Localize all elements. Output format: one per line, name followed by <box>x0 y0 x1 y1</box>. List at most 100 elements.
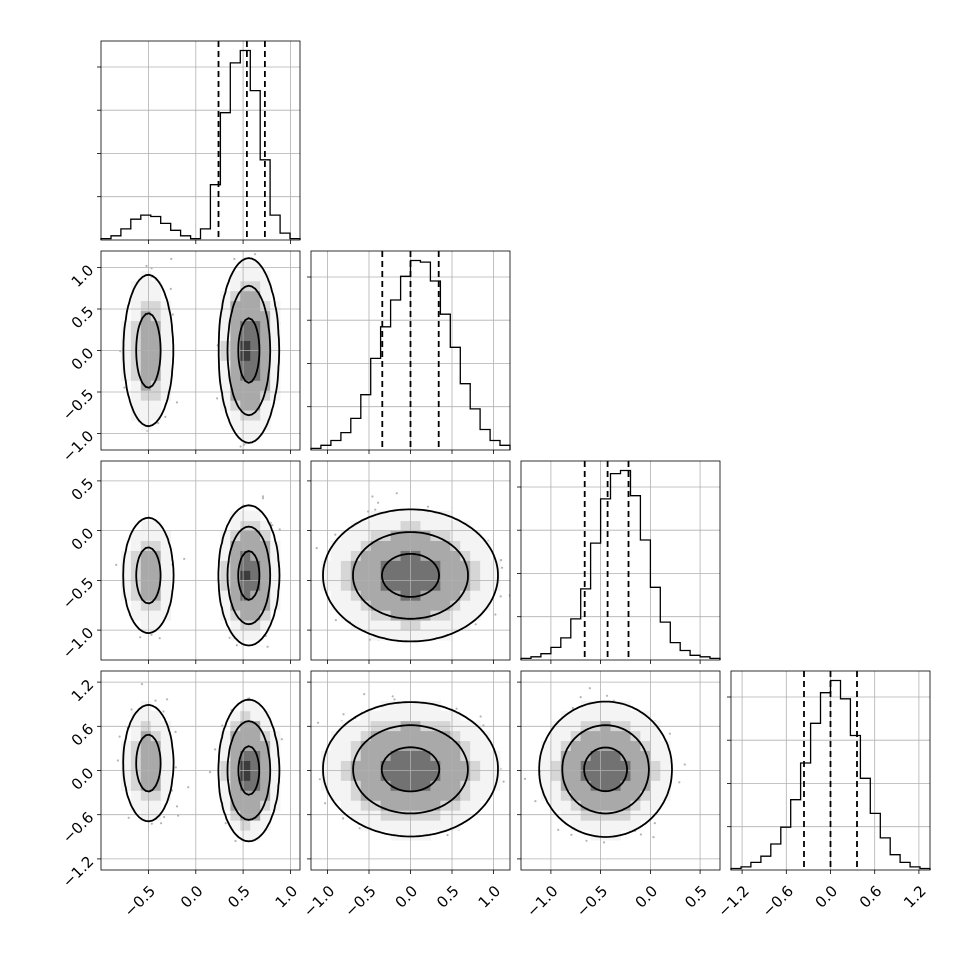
contour-level-3 <box>122 698 281 843</box>
density-cell <box>240 380 251 391</box>
density-cell <box>230 790 241 801</box>
x-tick-label: 0.0 <box>392 882 422 912</box>
density-cell <box>370 780 382 791</box>
density-cell <box>410 620 421 631</box>
density-cell <box>550 800 562 811</box>
y-tick-label: −0.6 <box>59 808 97 846</box>
density-cell <box>430 740 441 751</box>
density-cell <box>120 550 132 561</box>
density-cell <box>250 300 261 312</box>
density-cell <box>550 740 562 751</box>
density-cell <box>440 570 451 581</box>
density-cell <box>450 780 461 791</box>
density-cells-3-2 <box>540 700 671 841</box>
density-cell <box>410 630 421 641</box>
density-cell <box>220 350 231 361</box>
density-cell <box>410 810 421 821</box>
density-cell <box>270 740 281 751</box>
density-cell <box>380 700 391 712</box>
density-cell <box>390 600 401 611</box>
scatter-point <box>130 708 133 711</box>
density-cell <box>380 710 391 722</box>
frames-layer <box>97 40 931 874</box>
density-cell <box>380 540 391 551</box>
density-cell <box>360 730 372 742</box>
density-cell <box>220 740 231 751</box>
density-cell <box>260 570 271 581</box>
density-cell <box>360 580 372 591</box>
density-cell <box>450 710 461 722</box>
density-cell <box>250 610 261 621</box>
density-cell <box>140 790 152 801</box>
density-cell <box>430 780 441 791</box>
contour-level-2 <box>352 724 469 815</box>
density-cell <box>580 750 592 761</box>
density-cell <box>230 310 241 322</box>
density-cell <box>350 730 362 742</box>
density-cell <box>430 700 441 712</box>
density-cell <box>410 830 421 841</box>
density-cell <box>430 810 441 821</box>
density-cell <box>230 330 241 341</box>
density-cell <box>370 550 382 561</box>
density-cell <box>350 620 362 631</box>
density-cell <box>400 700 411 712</box>
density-cell <box>400 540 411 551</box>
density-cell <box>270 780 281 791</box>
density-cell <box>400 520 411 532</box>
scatter-point <box>602 841 606 844</box>
density-cell <box>130 590 142 601</box>
density-cell <box>440 820 451 831</box>
scatter-point <box>371 495 374 498</box>
density-cell <box>230 570 241 581</box>
density-cell <box>490 560 501 571</box>
density-cell <box>460 730 471 742</box>
density-cell <box>240 730 251 742</box>
density-cell <box>620 740 631 751</box>
density-cell <box>350 570 362 581</box>
density-cell <box>130 400 142 411</box>
x-tick-label: 1.0 <box>272 882 302 912</box>
density-cell <box>370 610 382 621</box>
density-cell <box>230 560 241 571</box>
density-cell <box>440 790 451 801</box>
scatter-point <box>154 699 157 702</box>
density-cell <box>590 790 601 801</box>
scatter-point <box>118 735 121 738</box>
density-cell <box>260 620 271 631</box>
density-cell <box>120 350 132 361</box>
density-cell <box>250 310 261 322</box>
scatter-point <box>228 636 231 639</box>
density-cell <box>390 770 401 781</box>
scatter-point <box>585 839 588 842</box>
density-cell <box>540 750 552 761</box>
density-cell <box>260 800 271 811</box>
density-cell <box>640 730 651 742</box>
scatter-point <box>395 492 398 495</box>
contour-level-3 <box>122 504 281 647</box>
density-cell <box>380 800 391 811</box>
density-cell <box>240 330 251 341</box>
density-cell <box>230 270 241 282</box>
density-cell <box>260 750 271 761</box>
density-cell <box>570 790 582 801</box>
density-cell <box>440 580 451 591</box>
density-cell <box>340 770 352 781</box>
density-cell <box>600 830 611 841</box>
density-cell <box>270 560 281 571</box>
density-cell <box>260 790 271 801</box>
density-cell <box>270 350 281 361</box>
density-cell <box>370 710 382 722</box>
density-cell <box>570 750 582 761</box>
density-cell <box>470 750 481 761</box>
density-cell <box>420 820 431 831</box>
density-cell <box>150 280 162 292</box>
density-cell <box>380 600 391 611</box>
density-cell <box>340 550 352 561</box>
density-cell <box>380 590 391 601</box>
density-cell <box>140 380 152 391</box>
density-cell <box>230 280 241 292</box>
density-cell <box>450 730 461 742</box>
x-tick-label: 0.5 <box>433 882 463 912</box>
density-cell <box>160 580 172 591</box>
